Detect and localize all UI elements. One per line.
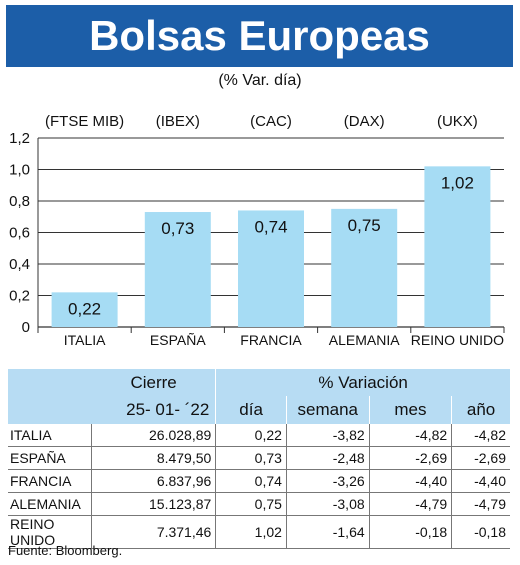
cell-country: ITALIA [8, 424, 92, 447]
cell-semana: -2,48 [285, 446, 370, 470]
cell-semana: -3,82 [285, 424, 370, 447]
cell-mes: -4,79 [368, 492, 452, 516]
cell-country: FRANCIA [8, 469, 92, 493]
cell-anio: -2,69 [451, 446, 510, 470]
cell-dia: 1,02 [215, 515, 287, 549]
header-variacion: % Variación [215, 369, 510, 396]
data-label: 0,74 [254, 217, 287, 236]
index-label: (DAX) [344, 113, 385, 130]
cell-cierre: 6.837,96 [91, 469, 216, 493]
source-note: Fuente: Bloomberg. [8, 543, 123, 558]
table-header-blank [8, 369, 92, 396]
bar [51, 292, 118, 327]
cell-mes: -2,69 [368, 446, 452, 470]
header-dia: día [215, 396, 287, 424]
category-label: ESPAÑA [150, 332, 206, 348]
bar [331, 208, 398, 327]
bar [144, 212, 211, 327]
header-cierre: Cierre [91, 369, 216, 396]
cell-anio: -4,82 [451, 424, 510, 447]
data-label: 0,22 [68, 299, 101, 318]
cell-cierre: 8.479,50 [91, 446, 216, 470]
cell-country: ALEMANIA [8, 492, 92, 516]
cell-semana: -3,26 [285, 469, 370, 493]
cell-mes: -4,40 [368, 469, 452, 493]
table-header-blank [8, 396, 92, 424]
cell-semana: -3,08 [285, 492, 370, 516]
header-mes: mes [368, 396, 452, 424]
data-label: 0,73 [161, 219, 194, 238]
cell-cierre: 7.371,46 [91, 515, 216, 549]
cell-cierre: 26.028,89 [91, 424, 216, 447]
category-label: FRANCIA [240, 332, 302, 348]
cell-cierre: 15.123,87 [91, 492, 216, 516]
cell-anio: -4,40 [451, 469, 510, 493]
table-row: REINO UNIDO 7.371,46 1,02 -1,64 -0,18 -0,18 [8, 515, 510, 549]
chart-title: Bolsas Europeas [6, 5, 513, 67]
index-label: (UKX) [437, 113, 478, 130]
cell-dia: 0,73 [215, 446, 287, 470]
data-label: 0,75 [348, 216, 381, 235]
y-tick-label: 1,0 [9, 162, 30, 179]
cell-dia: 0,22 [215, 424, 287, 447]
table-row: FRANCIA 6.837,96 0,74 -3,26 -4,40 -4,40 [8, 469, 510, 493]
cell-country: ESPAÑA [8, 446, 92, 470]
bar [238, 210, 304, 327]
table-row: ALEMANIA 15.123,87 0,75 -3,08 -4,79 -4,79 [8, 492, 510, 516]
cell-mes: -0,18 [368, 515, 452, 549]
data-label: 1,02 [441, 173, 474, 192]
chart-subtitle: (% Var. día) [218, 72, 302, 89]
cell-anio: -0,18 [451, 515, 510, 549]
y-tick-label: 1,2 [9, 130, 30, 147]
y-tick-label: 0,4 [9, 256, 30, 273]
y-tick-label: 0 [22, 319, 30, 336]
y-tick-label: 0,2 [9, 288, 30, 305]
category-label: REINO UNIDO [411, 332, 504, 348]
header-anio: año [451, 396, 510, 424]
data-table: Cierre % Variación 25- 01- ´22 día seman… [8, 369, 510, 549]
cell-semana: -1,64 [285, 515, 370, 549]
header-semana: semana [285, 396, 370, 424]
header-date: 25- 01- ´22 [91, 396, 216, 424]
cell-dia: 0,74 [215, 469, 287, 493]
y-tick-label: 0,8 [9, 193, 30, 210]
table-row: ITALIA 26.028,89 0,22 -3,82 -4,82 -4,82 [8, 424, 510, 447]
cell-country: REINO UNIDO [8, 515, 92, 549]
bar-chart: 0 0,2 0,4 0,6 0,8 1,0 1,2 0,22 ITALIA (FTSE MIB) 0… [9, 113, 505, 348]
cell-mes: -4,82 [368, 424, 452, 447]
cell-anio: -4,79 [451, 492, 510, 516]
y-tick-label: 0,6 [9, 225, 30, 242]
table-row: ESPAÑA 8.479,50 0,73 -2,48 -2,69 -2,69 [8, 446, 510, 470]
category-label: ALEMANIA [329, 332, 400, 348]
index-label: (CAC) [250, 113, 292, 130]
index-label: (FTSE MIB) [45, 113, 124, 130]
index-label: (IBEX) [156, 113, 200, 130]
category-label: ITALIA [64, 332, 106, 348]
cell-dia: 0,75 [215, 492, 287, 516]
bar [424, 166, 491, 327]
